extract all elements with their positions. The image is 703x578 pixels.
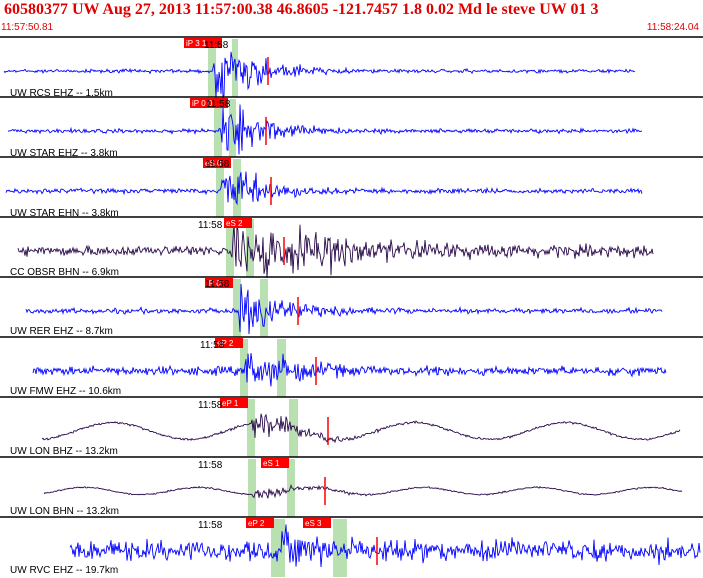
- p-window-band: [226, 219, 234, 277]
- pick-label: eP 2: [217, 339, 234, 348]
- pick-box: [303, 518, 331, 528]
- s-window-band: [287, 459, 295, 517]
- pick-label: iP 0 0: [192, 99, 213, 108]
- waveform-trace: [3, 51, 636, 99]
- station-label: UW RCS EHZ -- 1.5km: [10, 88, 113, 99]
- pick-label: iP 0: [207, 279, 221, 288]
- pick-box: [203, 158, 231, 168]
- pick-box: [205, 278, 233, 288]
- station-label: UW RER EHZ -- 8.7km: [10, 326, 113, 337]
- s-window-band: [277, 339, 286, 397]
- s-window-band: [289, 399, 298, 457]
- pick-box: [190, 98, 228, 108]
- p-window-band: [214, 99, 222, 157]
- p-window-band: [233, 279, 241, 337]
- trace-time-label: 11:58: [206, 99, 231, 110]
- s-window-band: [229, 99, 236, 157]
- pick-label: eS 0: [205, 159, 222, 168]
- window-start-time: 11:57:50.81: [1, 22, 54, 33]
- trace-time-label: 11:58: [198, 220, 223, 231]
- trace-time-label: 11:58: [205, 159, 230, 170]
- event-header-title: 60580377 UW Aug 27, 2013 11:57:00.38 46.…: [4, 1, 599, 18]
- trace-time-label: 11:58: [200, 340, 225, 351]
- waveform-trace: [5, 171, 643, 206]
- p-window-band: [247, 399, 255, 457]
- waveform-trace: [69, 524, 701, 568]
- waveform-trace: [32, 353, 667, 387]
- pick-box: [184, 38, 222, 48]
- pick-box: [246, 518, 274, 528]
- p-window-band: [216, 159, 224, 217]
- waveform-trace: [7, 104, 643, 155]
- p-window-band: [248, 459, 256, 517]
- waveform-trace: [17, 223, 654, 279]
- station-label: UW STAR EHZ -- 3.8km: [10, 148, 118, 159]
- p-window-band: [240, 339, 248, 397]
- station-label: UW STAR EHN -- 3.8km: [10, 208, 119, 219]
- trace-time-label: 11:58: [204, 40, 229, 51]
- pick-box: [261, 458, 289, 468]
- pick-label: eS 1: [263, 459, 280, 468]
- station-label: CC OBSR BHN -- 6.9km: [10, 267, 119, 278]
- s-window-band: [333, 519, 347, 577]
- pick-box: [220, 398, 248, 408]
- waveform-trace: [43, 483, 683, 499]
- trace-time-label: 11:58: [198, 460, 223, 471]
- waveform-trace: [25, 283, 663, 335]
- window-end-time: 11:58:24.04: [646, 22, 699, 33]
- pick-box: [224, 218, 252, 228]
- station-label: UW LON BHZ -- 13.2km: [10, 446, 118, 457]
- trace-time-label: 11:58: [198, 400, 223, 411]
- pick-label: iP 3 1: [186, 39, 207, 48]
- pick-label: eP 2: [248, 519, 265, 528]
- s-window-band: [260, 279, 268, 337]
- pick-box: [215, 338, 243, 348]
- pick-label: eS 2: [226, 219, 243, 228]
- pick-label: eS 3: [305, 519, 322, 528]
- station-label: UW LON BHN -- 13.2km: [10, 506, 119, 517]
- station-label: UW RVC EHZ -- 19.7km: [10, 565, 118, 576]
- pick-label: eP 1: [222, 399, 239, 408]
- p-window-band: [208, 39, 216, 97]
- s-window-band: [233, 159, 241, 217]
- station-label: UW FMW EHZ -- 10.6km: [10, 386, 121, 397]
- trace-time-label: 11:58: [198, 520, 223, 531]
- trace-time-label: 11:58: [205, 279, 230, 290]
- waveform-trace: [41, 413, 681, 444]
